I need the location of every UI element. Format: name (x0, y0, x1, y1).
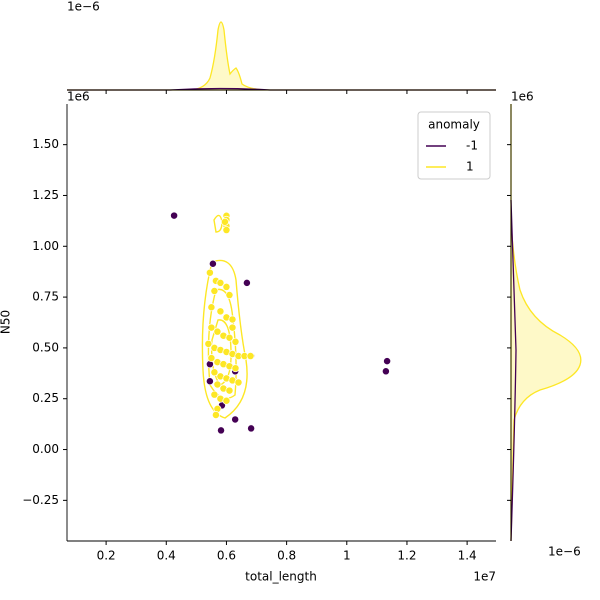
point (228, 315, 237, 324)
legend-box (417, 111, 491, 180)
legend: anomaly -1 1 (417, 111, 491, 180)
point (207, 323, 216, 332)
point (231, 415, 240, 424)
point (231, 364, 240, 373)
point (205, 377, 214, 386)
point (222, 226, 231, 234)
point (246, 352, 255, 360)
point (381, 367, 390, 376)
point (210, 390, 219, 399)
point (220, 217, 229, 226)
point (213, 380, 222, 389)
right-marginal (510, 104, 582, 542)
x-tick-label: 0.6 (217, 549, 236, 563)
point (211, 411, 220, 419)
point (216, 307, 225, 316)
y-tick-label: 0.75 (32, 290, 59, 304)
legend-label: -1 (466, 139, 478, 153)
point (205, 268, 214, 277)
x-offset: 1e7 (473, 570, 496, 584)
point (234, 378, 243, 387)
point (204, 339, 213, 348)
point (383, 357, 392, 366)
x-tick-label: 0.4 (157, 549, 176, 563)
point (225, 291, 234, 300)
y-tick-label: 1.50 (32, 137, 59, 151)
point (242, 278, 251, 287)
point (208, 259, 217, 268)
x-label: total_length (245, 570, 317, 584)
top-marginal-offset: 1e−6 (67, 0, 100, 14)
point (207, 354, 216, 363)
point (247, 424, 256, 433)
point (228, 323, 237, 332)
y-tick-label: 1.00 (32, 239, 59, 253)
point (222, 396, 231, 405)
point (213, 327, 222, 336)
y-tick-label: 1.25 (32, 188, 59, 202)
y-tick-label: 0.00 (32, 442, 59, 456)
legend-label: 1 (466, 160, 474, 174)
x-tick-label: 1 (343, 549, 351, 563)
y-tick-label: 0.50 (32, 340, 59, 354)
y-label: N50 (0, 310, 13, 334)
y-tick-label: 0.25 (32, 391, 59, 405)
point (222, 282, 231, 291)
y-tick-label: −0.25 (22, 493, 59, 507)
point (231, 337, 240, 346)
top-marginal (67, 21, 496, 91)
point (170, 211, 179, 220)
y-offset: 1e6 (67, 90, 90, 104)
legend-title: anomaly (428, 118, 480, 132)
x-tick-label: 1.4 (458, 549, 477, 563)
x-tick-label: 0.8 (277, 549, 296, 563)
x-tick-label: 0.2 (97, 549, 116, 563)
point (210, 287, 219, 295)
point (225, 333, 234, 342)
point (210, 368, 219, 377)
point (207, 303, 216, 312)
point (216, 278, 225, 287)
right-y-offset: 1e6 (511, 90, 534, 104)
point (225, 386, 234, 395)
point (217, 426, 225, 435)
right-marginal-offset: 1e−6 (548, 545, 581, 559)
x-tick-label: 1.2 (397, 549, 416, 563)
